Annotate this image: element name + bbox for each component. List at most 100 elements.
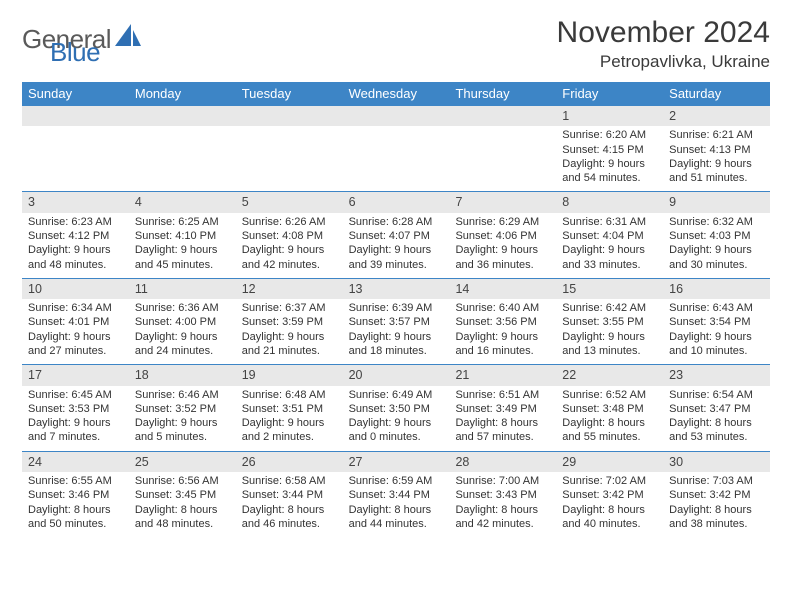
sunrise-text: Sunrise: 6:49 AM: [349, 388, 444, 402]
day-number: 27: [343, 452, 450, 472]
weekday-thu: Thursday: [449, 82, 556, 105]
sunset-text: Sunset: 3:42 PM: [669, 488, 764, 502]
day-cell: 30Sunrise: 7:03 AMSunset: 3:42 PMDayligh…: [663, 451, 770, 537]
sunrise-text: Sunrise: 6:52 AM: [562, 388, 657, 402]
sunrise-text: Sunrise: 6:48 AM: [242, 388, 337, 402]
sunset-text: Sunset: 3:52 PM: [135, 402, 230, 416]
month-title: November 2024: [557, 16, 770, 50]
day-body: Sunrise: 6:37 AMSunset: 3:59 PMDaylight:…: [236, 299, 343, 364]
sunrise-text: Sunrise: 6:51 AM: [455, 388, 550, 402]
daylight-text: Daylight: 8 hours and 46 minutes.: [242, 503, 337, 532]
day-body: Sunrise: 6:43 AMSunset: 3:54 PMDaylight:…: [663, 299, 770, 364]
sunset-text: Sunset: 4:04 PM: [562, 229, 657, 243]
sunrise-text: Sunrise: 6:46 AM: [135, 388, 230, 402]
daylight-text: Daylight: 8 hours and 50 minutes.: [28, 503, 123, 532]
day-cell: 12Sunrise: 6:37 AMSunset: 3:59 PMDayligh…: [236, 278, 343, 364]
logo: General Blue: [22, 24, 141, 67]
day-number: 15: [556, 279, 663, 299]
sunrise-text: Sunrise: 7:00 AM: [455, 474, 550, 488]
calendar: Sunday Monday Tuesday Wednesday Thursday…: [22, 82, 770, 537]
daylight-text: Daylight: 9 hours and 24 minutes.: [135, 330, 230, 359]
day-body: Sunrise: 6:39 AMSunset: 3:57 PMDaylight:…: [343, 299, 450, 364]
day-body: Sunrise: 6:54 AMSunset: 3:47 PMDaylight:…: [663, 386, 770, 451]
day-number: 22: [556, 365, 663, 385]
sunrise-text: Sunrise: 6:31 AM: [562, 215, 657, 229]
day-cell: 28 Sunrise: 7:00 AMSunset: 3:43 PMDayligh…: [449, 451, 556, 537]
sunset-text: Sunset: 3:53 PM: [28, 402, 123, 416]
daylight-text: Daylight: 9 hours and 51 minutes.: [669, 157, 764, 186]
day-body: Sunrise: 6:49 AMSunset: 3:50 PMDaylight:…: [343, 386, 450, 451]
sunrise-text: Sunrise: 6:45 AM: [28, 388, 123, 402]
day-cell: 13Sunrise: 6:39 AMSunset: 3:57 PMDayligh…: [343, 278, 450, 364]
day-number: 29: [556, 452, 663, 472]
day-body: [449, 126, 556, 186]
sunset-text: Sunset: 3:50 PM: [349, 402, 444, 416]
sunrise-text: Sunrise: 6:54 AM: [669, 388, 764, 402]
sunset-text: Sunset: 4:15 PM: [562, 143, 657, 157]
day-number: 17: [22, 365, 129, 385]
day-cell: 11 Sunrise: 6:36 AMSunset: 4:00 PMDayligh…: [129, 278, 236, 364]
sunrise-text: Sunrise: 6:42 AM: [562, 301, 657, 315]
sunset-text: Sunset: 4:00 PM: [135, 315, 230, 329]
day-body: Sunrise: 6:20 AMSunset: 4:15 PMDaylight:…: [556, 126, 663, 191]
day-body: Sunrise: 6:40 AMSunset: 3:56 PMDaylight:…: [449, 299, 556, 364]
day-body: Sunrise: 6:51 AMSunset: 3:49 PMDaylight:…: [449, 386, 556, 451]
week-row: 17Sunrise: 6:45 AMSunset: 3:53 PMDayligh…: [22, 364, 770, 450]
daylight-text: Daylight: 9 hours and 18 minutes.: [349, 330, 444, 359]
day-cell: 21Sunrise: 6:51 AMSunset: 3:49 PMDayligh…: [449, 364, 556, 450]
sunset-text: Sunset: 4:07 PM: [349, 229, 444, 243]
day-number: 4: [129, 192, 236, 212]
sunrise-text: Sunrise: 6:25 AM: [135, 215, 230, 229]
day-body: Sunrise: 6:56 AMSunset: 3:45 PMDaylight:…: [129, 472, 236, 537]
day-cell: 15Sunrise: 6:42 AMSunset: 3:55 PMDayligh…: [556, 278, 663, 364]
day-number: 8: [556, 192, 663, 212]
day-cell: [22, 105, 129, 191]
day-body: [236, 126, 343, 186]
sunrise-text: Sunrise: 6:34 AM: [28, 301, 123, 315]
day-number: 3: [22, 192, 129, 212]
day-number: [449, 106, 556, 126]
day-body: Sunrise: 6:55 AMSunset: 3:46 PMDaylight:…: [22, 472, 129, 537]
day-body: Sunrise: 6:23 AMSunset: 4:12 PMDaylight:…: [22, 213, 129, 278]
day-body: Sunrise: 6:34 AMSunset: 4:01 PMDaylight:…: [22, 299, 129, 364]
day-cell: 19Sunrise: 6:48 AMSunset: 3:51 PMDayligh…: [236, 364, 343, 450]
location: Petropavlivka, Ukraine: [557, 52, 770, 72]
sunset-text: Sunset: 3:59 PM: [242, 315, 337, 329]
sunset-text: Sunset: 3:44 PM: [242, 488, 337, 502]
day-body: Sunrise: 7:03 AMSunset: 3:42 PMDaylight:…: [663, 472, 770, 537]
sunset-text: Sunset: 3:51 PM: [242, 402, 337, 416]
day-body: [129, 126, 236, 186]
logo-text: General Blue: [22, 28, 111, 62]
daylight-text: Daylight: 8 hours and 55 minutes.: [562, 416, 657, 445]
sunrise-text: Sunrise: 6:21 AM: [669, 128, 764, 142]
sunset-text: Sunset: 3:45 PM: [135, 488, 230, 502]
daylight-text: Daylight: 8 hours and 40 minutes.: [562, 503, 657, 532]
sunrise-text: Sunrise: 6:37 AM: [242, 301, 337, 315]
title-block: November 2024 Petropavlivka, Ukraine: [557, 16, 770, 72]
sunset-text: Sunset: 3:43 PM: [455, 488, 550, 502]
sunrise-text: Sunrise: 6:32 AM: [669, 215, 764, 229]
day-body: Sunrise: 6:45 AMSunset: 3:53 PMDaylight:…: [22, 386, 129, 451]
day-number: 25: [129, 452, 236, 472]
day-cell: [129, 105, 236, 191]
sunrise-text: Sunrise: 7:02 AM: [562, 474, 657, 488]
day-number: 14: [449, 279, 556, 299]
day-cell: [343, 105, 450, 191]
day-number: 5: [236, 192, 343, 212]
sunset-text: Sunset: 3:54 PM: [669, 315, 764, 329]
day-number: 23: [663, 365, 770, 385]
daylight-text: Daylight: 8 hours and 42 minutes.: [455, 503, 550, 532]
day-number: 11: [129, 279, 236, 299]
day-cell: [236, 105, 343, 191]
day-body: Sunrise: 6:32 AMSunset: 4:03 PMDaylight:…: [663, 213, 770, 278]
weekday-sun: Sunday: [22, 82, 129, 105]
sunset-text: Sunset: 4:06 PM: [455, 229, 550, 243]
daylight-text: Daylight: 9 hours and 13 minutes.: [562, 330, 657, 359]
day-cell: 23Sunrise: 6:54 AMSunset: 3:47 PMDayligh…: [663, 364, 770, 450]
day-cell: 29Sunrise: 7:02 AMSunset: 3:42 PMDayligh…: [556, 451, 663, 537]
day-cell: 2Sunrise: 6:21 AMSunset: 4:13 PMDaylight…: [663, 105, 770, 191]
weekday-mon: Monday: [129, 82, 236, 105]
day-number: 28: [449, 452, 556, 472]
sunrise-text: Sunrise: 6:36 AM: [135, 301, 230, 315]
sunset-text: Sunset: 4:12 PM: [28, 229, 123, 243]
